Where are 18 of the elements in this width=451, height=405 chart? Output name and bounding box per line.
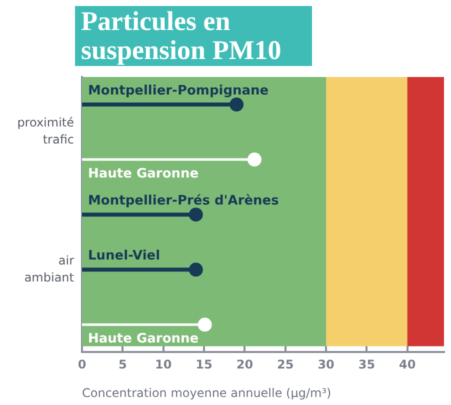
x-axis-title: Concentration moyenne annuelle (µg/m³) [82,386,332,400]
y-tick-label: Montpellier-Prés d'Arènes [88,193,280,208]
text: air ambiant [24,253,74,284]
text: proximité trafic [17,116,74,147]
x-tick-label: 5 [118,358,127,372]
x-tick-label: 25 [277,358,294,372]
y-tick-label: Montpellier-Pompignane [88,83,269,98]
y-tick-label: Haute Garonne [88,332,199,347]
y-tick-label: Lunel-Viel [88,248,160,264]
x-tick-label: 30 [318,358,334,372]
x-tick-label: 35 [358,358,376,372]
y-tick-label: Haute Garonne [88,166,199,182]
x-tick-label: 15 [196,358,212,372]
x-tick-label: 40 [399,358,416,372]
chart-title: Particules en suspension PM10 [75,6,312,66]
x-tick-label: 20 [236,358,254,372]
x-tick-label: 0 [78,358,86,372]
x-tick-label: 10 [154,358,172,372]
